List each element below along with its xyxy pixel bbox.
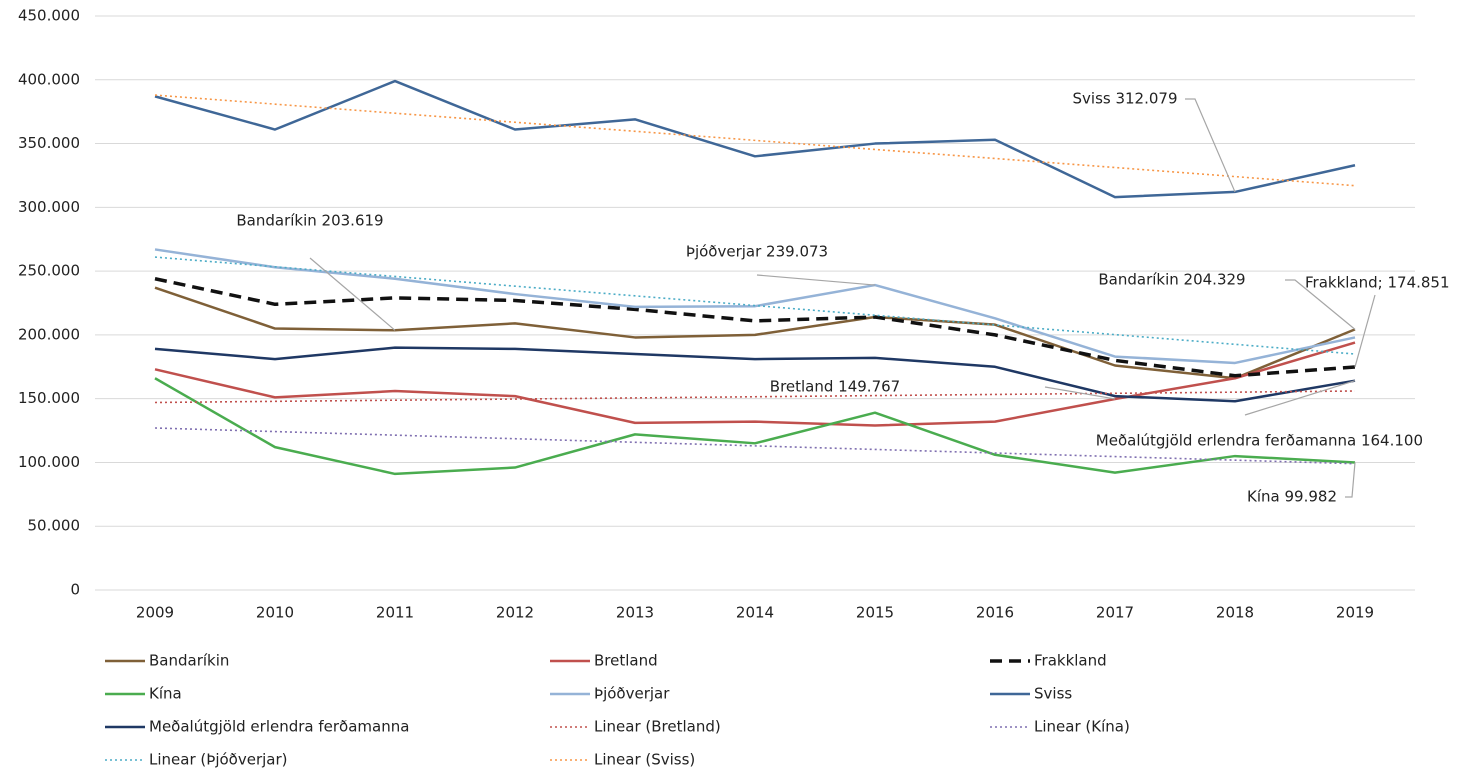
- legend-label: Linear (Sviss): [594, 751, 695, 769]
- data-label: Meðalútgjöld erlendra ferðamanna 164.100: [1096, 432, 1423, 450]
- legend-label: Þjóðverjar: [594, 685, 670, 703]
- y-tick-label: 200.000: [18, 325, 80, 343]
- series-line: [154, 390, 1356, 404]
- series-line: [154, 248, 1356, 365]
- x-tick-label: 2018: [1216, 604, 1254, 622]
- data-label: Bandaríkin 204.329: [1098, 271, 1245, 289]
- series-line: [154, 286, 1356, 380]
- x-tick-label: 2013: [616, 604, 654, 622]
- series-line: [154, 377, 1356, 476]
- leader-line: [756, 274, 876, 286]
- leader-line: [1285, 279, 1356, 330]
- legend-label: Kína: [149, 685, 182, 703]
- series-line: [154, 94, 1356, 187]
- x-tick-label: 2011: [376, 604, 414, 622]
- y-tick-label: 150.000: [18, 389, 80, 407]
- x-tick-label: 2015: [856, 604, 894, 622]
- x-tick-label: 2016: [976, 604, 1014, 622]
- y-tick-label: 50.000: [28, 517, 81, 535]
- series-line: [154, 277, 1356, 378]
- series-line: [154, 256, 1356, 355]
- x-tick-label: 2017: [1096, 604, 1134, 622]
- data-label: Sviss 312.079: [1073, 90, 1178, 108]
- legend-label: Linear (Þjóðverjar): [149, 751, 288, 769]
- legend-label: Bandaríkin: [149, 652, 229, 670]
- data-label: Bretland 149.767: [770, 378, 900, 396]
- y-tick-label: 0: [70, 581, 80, 599]
- data-label: Bandaríkin 203.619: [236, 212, 383, 230]
- x-tick-label: 2010: [256, 604, 294, 622]
- y-tick-label: 250.000: [18, 262, 80, 280]
- leader-line: [1185, 98, 1236, 193]
- leader-line: [1354, 294, 1376, 368]
- y-tick-label: 100.000: [18, 453, 80, 471]
- data-label: Frakkland; 174.851: [1305, 274, 1450, 292]
- legend-label: Meðalútgjöld erlendra ferðamanna: [149, 718, 409, 736]
- data-label: Þjóðverjar 239.073: [686, 243, 828, 261]
- x-tick-label: 2019: [1336, 604, 1374, 622]
- legend-label: Linear (Kína): [1034, 718, 1130, 736]
- series-line: [154, 341, 1356, 427]
- y-tick-label: 450.000: [18, 7, 80, 25]
- y-tick-label: 350.000: [18, 134, 80, 152]
- legend-label: Frakkland: [1034, 652, 1107, 670]
- y-tick-label: 400.000: [18, 70, 80, 88]
- y-tick-label: 300.000: [18, 198, 80, 216]
- leader-line: [1244, 380, 1356, 416]
- x-tick-label: 2012: [496, 604, 534, 622]
- leader-line: [1044, 386, 1116, 400]
- leader-line: [309, 257, 396, 331]
- legend-label: Bretland: [594, 652, 658, 670]
- series-line: [154, 79, 1356, 199]
- series-line: [154, 346, 1356, 403]
- legend-label: Sviss: [1034, 685, 1072, 703]
- x-tick-label: 2009: [136, 604, 174, 622]
- series-line: [154, 427, 1356, 465]
- x-tick-label: 2014: [736, 604, 774, 622]
- leader-line: [1345, 462, 1356, 498]
- data-label: Kína 99.982: [1247, 488, 1337, 506]
- legend-label: Linear (Bretland): [594, 718, 721, 736]
